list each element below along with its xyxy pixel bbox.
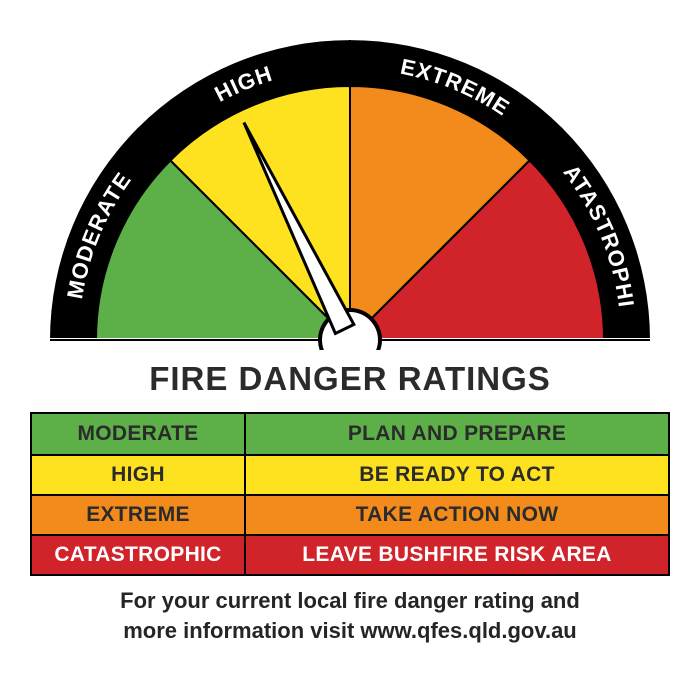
main-title: FIRE DANGER RATINGS [149,360,551,398]
rating-action: LEAVE BUSHFIRE RISK AREA [246,536,668,574]
rating-level: MODERATE [32,414,246,454]
footer-text: For your current local fire danger ratin… [30,586,670,645]
rating-level: EXTREME [32,496,246,534]
footer-line-2: more information visit www.qfes.qld.gov.… [123,618,577,643]
table-row: CATASTROPHICLEAVE BUSHFIRE RISK AREA [32,534,668,574]
rating-action: TAKE ACTION NOW [246,496,668,534]
rating-action: BE READY TO ACT [246,456,668,494]
fire-danger-gauge: MODERATEHIGHEXTREMECATASTROPHIC [30,20,670,350]
ratings-table: MODERATEPLAN AND PREPAREHIGHBE READY TO … [30,412,670,576]
footer-line-1: For your current local fire danger ratin… [120,588,580,613]
table-row: HIGHBE READY TO ACT [32,454,668,494]
table-row: MODERATEPLAN AND PREPARE [32,414,668,454]
rating-level: HIGH [32,456,246,494]
rating-action: PLAN AND PREPARE [246,414,668,454]
rating-level: CATASTROPHIC [32,536,246,574]
table-row: EXTREMETAKE ACTION NOW [32,494,668,534]
